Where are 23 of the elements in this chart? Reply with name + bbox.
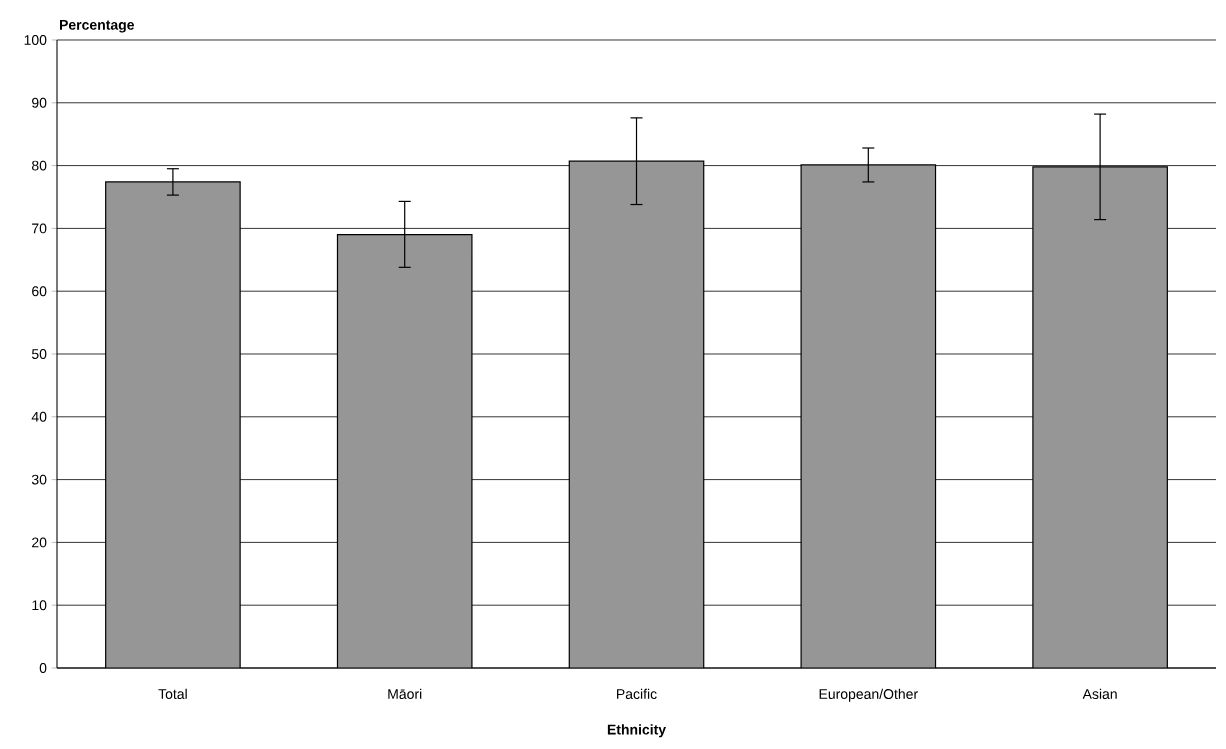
y-tick-label: 20 — [32, 537, 47, 548]
y-tick-label: 60 — [32, 286, 47, 297]
bar — [568, 160, 705, 668]
y-tick-label: 10 — [32, 600, 47, 611]
y-tick-label: 90 — [32, 97, 47, 108]
bar — [336, 234, 473, 668]
y-tick-label: 30 — [31, 474, 47, 485]
y-tick-label: 70 — [32, 223, 47, 234]
y-axis-title: Percentage — [59, 20, 135, 33]
x-tick-label: Asian — [1082, 688, 1117, 699]
y-tick-label: 100 — [24, 35, 47, 45]
y-tick-label: 80 — [31, 160, 47, 171]
y-tick-label: 50 — [31, 349, 47, 359]
x-tick-label: Total — [158, 688, 187, 699]
y-tick-label: 0 — [39, 663, 47, 673]
bar — [105, 181, 241, 668]
x-axis-title: Ethnicity — [607, 724, 666, 738]
x-tick-label: European/Other — [819, 688, 918, 702]
x-tick-label: Pacific — [617, 688, 657, 699]
x-tick-label: Māori — [388, 688, 422, 699]
bar — [1032, 166, 1168, 668]
bar — [800, 164, 937, 668]
y-tick-label: 40 — [31, 411, 47, 422]
